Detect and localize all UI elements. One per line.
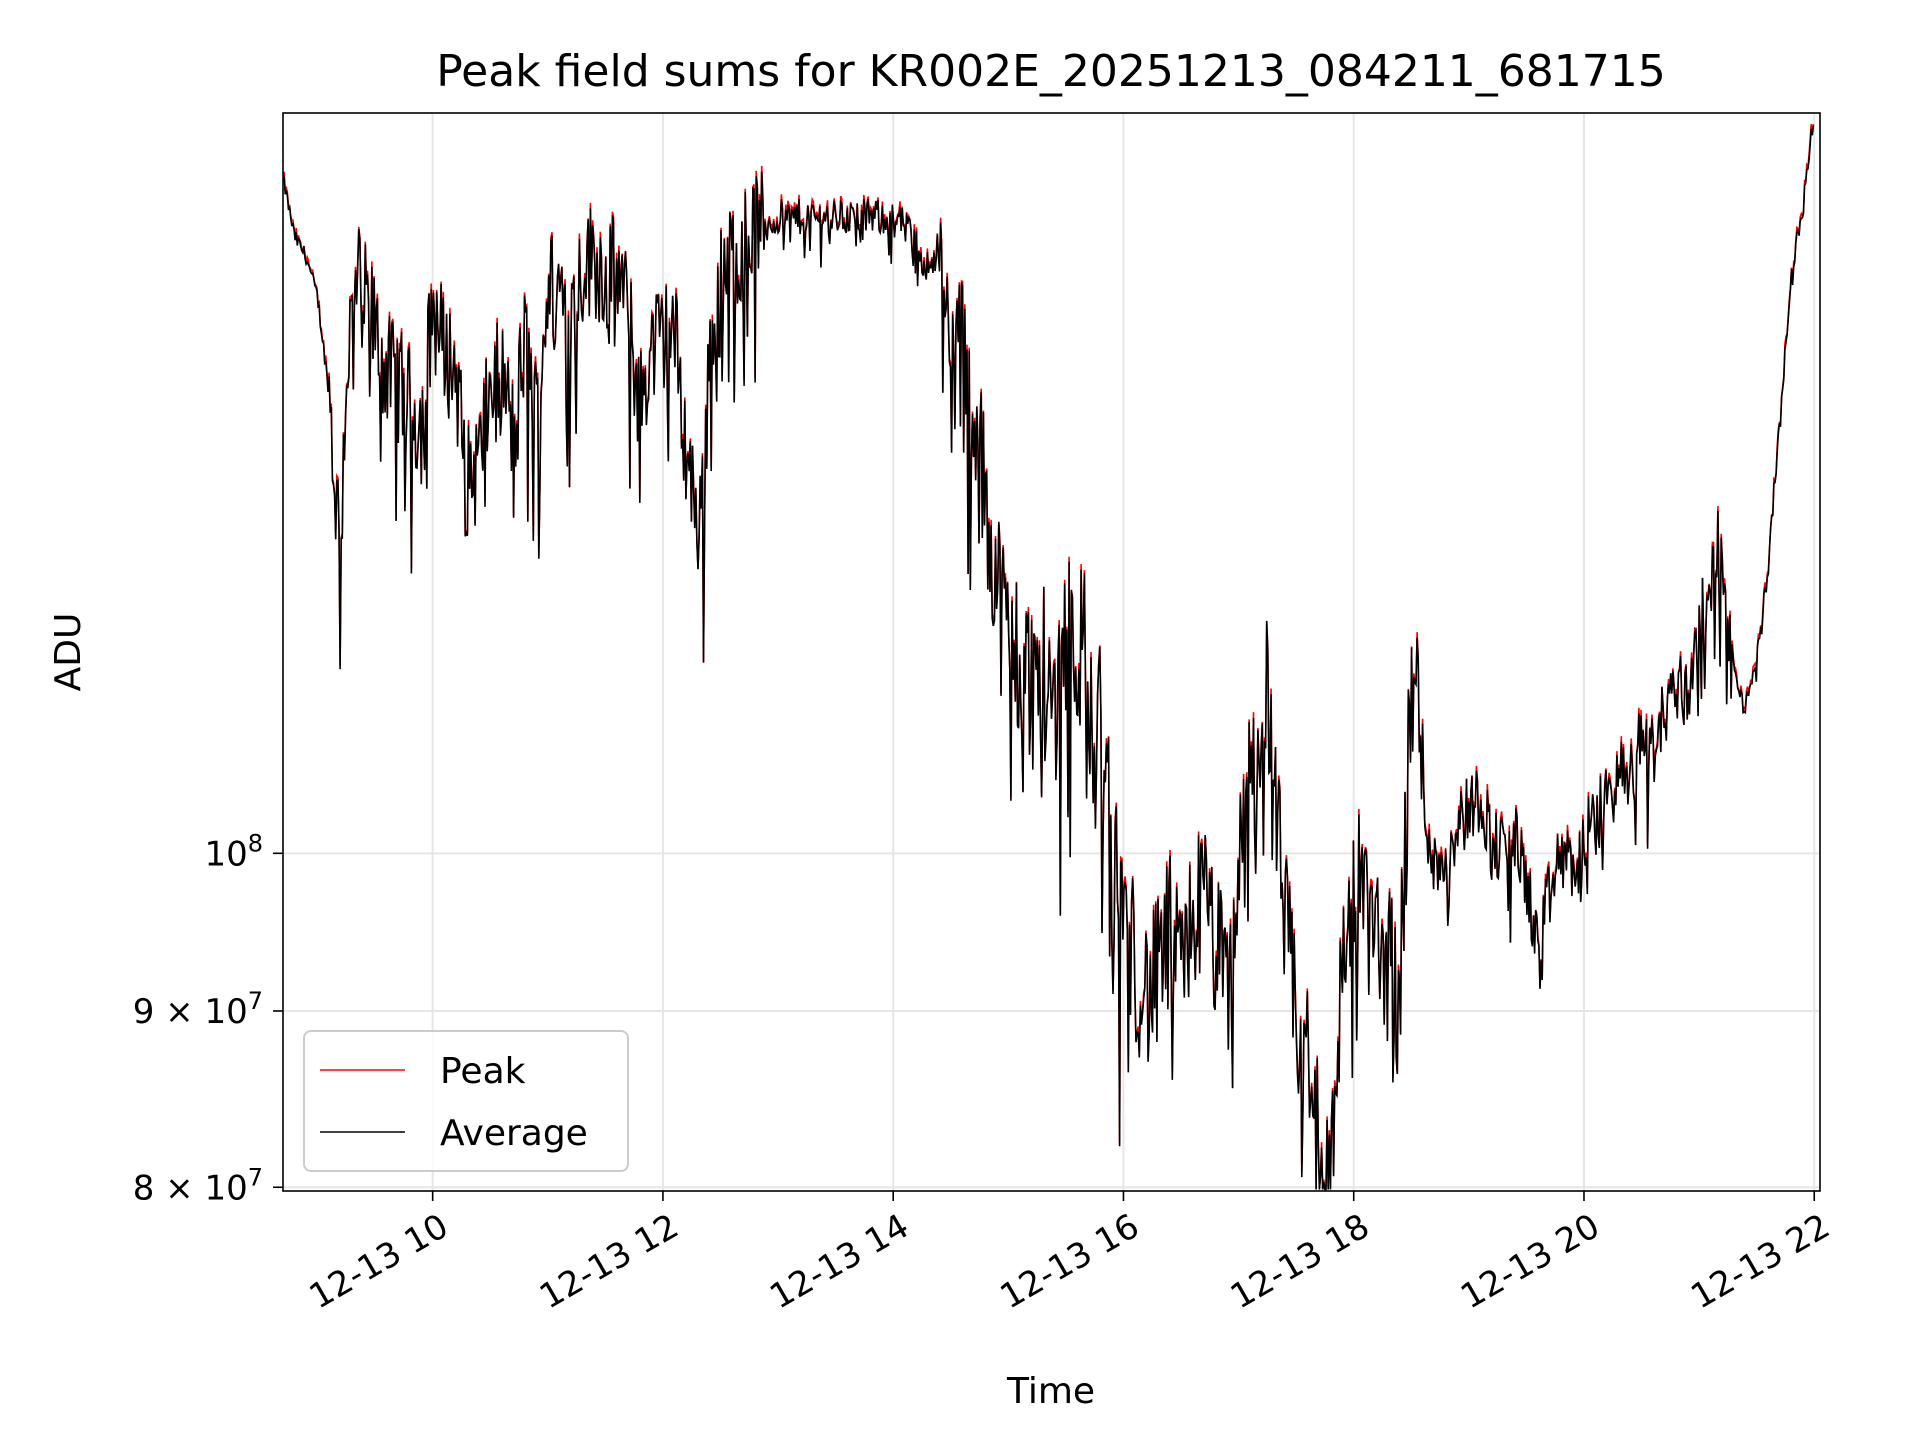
y-tick-exponent: 7	[248, 1163, 263, 1191]
y-tick-label: 8 × 107	[133, 1163, 263, 1208]
y-tick-exponent: 8	[248, 829, 263, 857]
y-tick-label: 108	[204, 829, 263, 874]
chart-title: Peak field sums for KR002E_20251213_0842…	[436, 46, 1666, 97]
legend-label-average: Average	[440, 1113, 588, 1154]
series-group	[283, 123, 1815, 1191]
y-tick-exponent: 7	[248, 987, 263, 1015]
plot-frame	[282, 112, 1821, 1192]
legend-box	[303, 1030, 629, 1172]
series-line-average	[283, 125, 1815, 1191]
y-tick-base: 10	[204, 834, 247, 874]
y-tick-base: 9 × 10	[133, 992, 248, 1032]
legend: Peak Average	[303, 1030, 629, 1172]
y-tick-base: 8 × 10	[133, 1168, 248, 1208]
y-tick-label: 9 × 107	[133, 987, 263, 1032]
legend-label-peak: Peak	[440, 1051, 526, 1092]
x-axis-label: Time	[1006, 1371, 1095, 1412]
y-axis-label: ADU	[48, 613, 89, 692]
